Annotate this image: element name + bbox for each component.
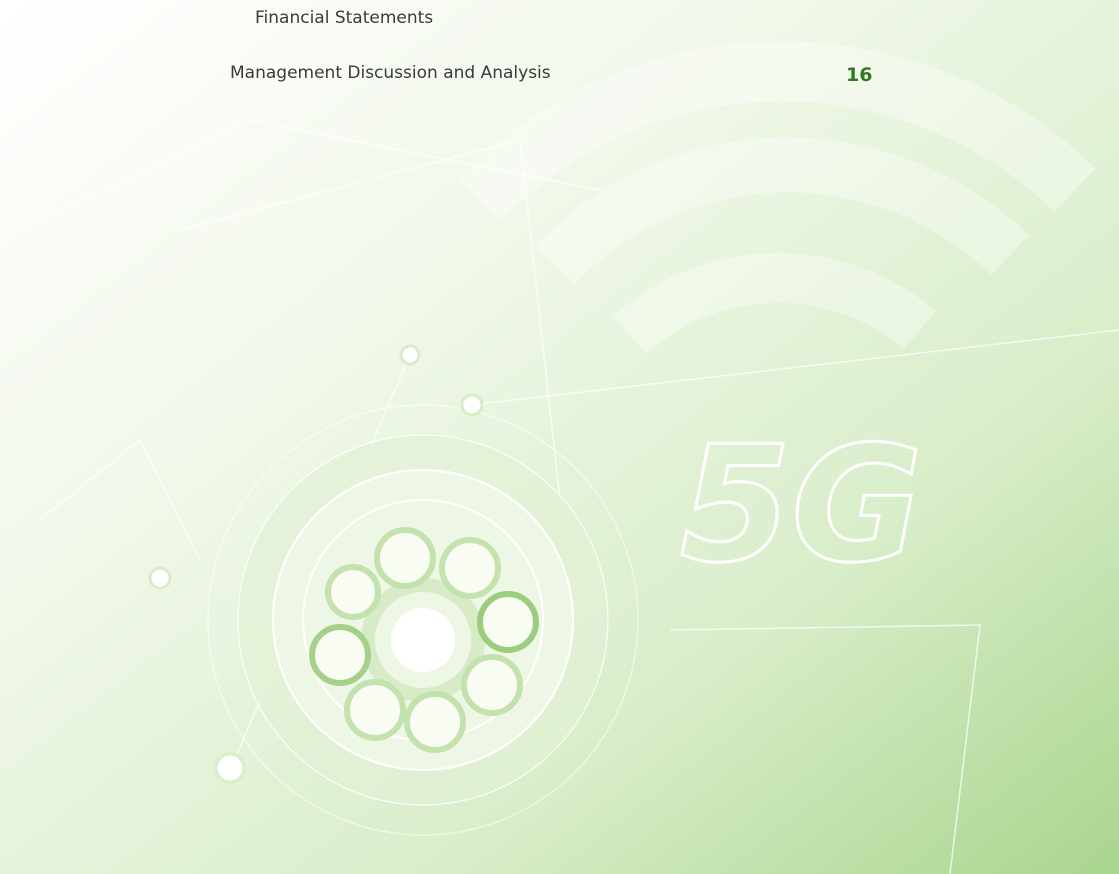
graphic-text: 5G (680, 411, 923, 598)
contents-entry: Management Discussion and Analysis (230, 63, 551, 83)
contents-entry: Financial Statements (255, 8, 433, 28)
page-number: 16 (846, 64, 872, 86)
page: 5G Financial Statements Management Discu… (0, 0, 1119, 874)
background-graphic: 5G (0, 0, 1119, 874)
